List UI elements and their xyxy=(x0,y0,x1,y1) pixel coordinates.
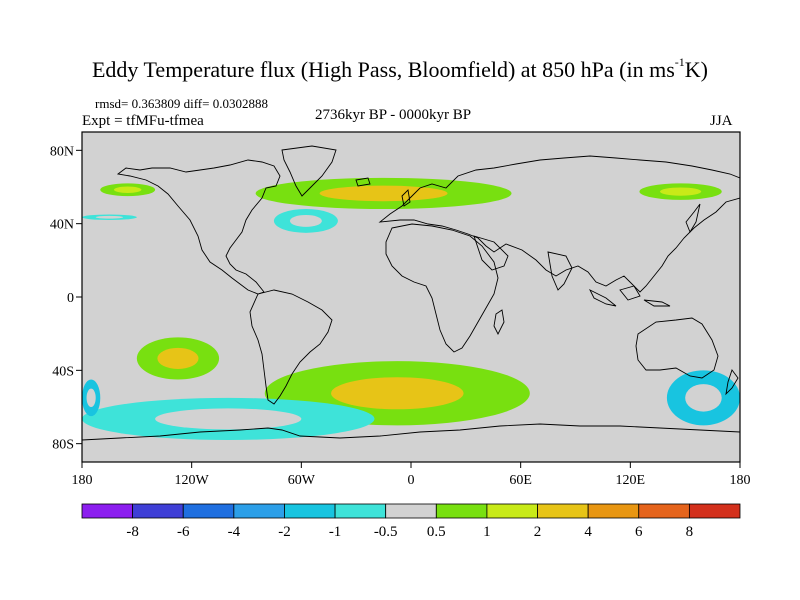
anomaly-field xyxy=(82,177,740,440)
colorbar-label: -1 xyxy=(329,524,342,540)
colorbar: -8 -6 -4 -2 -1 -0.5 0.5 1 2 4 6 8 xyxy=(81,503,741,540)
colorbar-label: 1 xyxy=(483,524,491,540)
colorbar-swatch xyxy=(638,503,690,519)
y-tick-label: 0 xyxy=(67,291,74,306)
coastline-madagascar xyxy=(493,309,505,336)
x-tick-label: 60E xyxy=(509,473,532,488)
x-tick-label: 180 xyxy=(730,473,751,488)
coastline-uk xyxy=(401,189,411,207)
y-tick-label: 40N xyxy=(50,218,74,233)
x-tick-label: 0 xyxy=(408,473,415,488)
colorbar-swatch xyxy=(688,503,741,519)
colorbar-swatch xyxy=(81,503,134,519)
colorbar-swatch xyxy=(284,503,336,519)
coastline-antarctica xyxy=(82,423,740,441)
x-tick-label: 120W xyxy=(175,473,210,488)
colorbar-label: -2 xyxy=(278,524,291,540)
colorbar-swatch xyxy=(233,503,285,519)
x-tick-label: 120E xyxy=(616,473,646,488)
colorbar-swatch xyxy=(435,503,488,519)
statistics-label: rmsd= 0.363809 diff= 0.0302888 xyxy=(95,96,268,111)
colorbar-swatch xyxy=(182,503,235,519)
coastline-japan xyxy=(685,203,701,234)
figure-title: Eddy Temperature flux (High Pass, Bloomf… xyxy=(91,54,708,82)
region-south-pacific-edge-negative-core xyxy=(86,388,96,408)
season-label: JJA xyxy=(710,113,733,129)
coastline-australia xyxy=(635,317,719,379)
coastline-africa xyxy=(385,223,499,353)
colorbar-swatch xyxy=(334,503,387,519)
colorbar-label: -4 xyxy=(228,524,241,540)
colorbar-label: -0.5 xyxy=(374,524,398,540)
colorbar-label: 0.5 xyxy=(427,524,446,540)
region-ne-pacific-positive-core xyxy=(113,186,142,193)
x-axis: 180 120W 60W 0 60E 120E 180 xyxy=(72,462,751,488)
colorbar-swatch xyxy=(486,503,538,519)
coastline-arabia xyxy=(473,235,509,271)
y-tick-label: 80N xyxy=(50,144,74,159)
y-tick-label: 80S xyxy=(52,438,74,453)
region-southern-ocean-negative-core xyxy=(155,408,302,430)
region-ne-asia-positive-core xyxy=(660,187,702,196)
coastline-greenland xyxy=(281,145,337,197)
region-australia-sw-pacific-negative-core xyxy=(685,384,722,412)
experiment-label: Expt = tfMFu-tfmea xyxy=(82,113,204,129)
y-tick-label: 40S xyxy=(52,364,74,379)
colorbar-label: -8 xyxy=(126,524,139,540)
colorbar-swatch xyxy=(132,503,184,519)
colorbar-swatch xyxy=(587,503,640,519)
coastline-new-zealand xyxy=(725,369,739,396)
colorbar-swatch xyxy=(537,503,589,519)
colorbar-label: 8 xyxy=(686,524,694,540)
coastline-north-america xyxy=(116,159,281,295)
colorbar-label: 6 xyxy=(635,524,643,540)
colorbar-label: 4 xyxy=(584,524,592,540)
x-tick-label: 60W xyxy=(288,473,316,488)
coastline-india xyxy=(547,251,573,291)
period-label: 2736kyr BP - 0000kyr BP xyxy=(315,107,472,123)
region-north-pacific-negative-core xyxy=(95,215,124,219)
region-south-atlantic-indian-ocean-positive-core xyxy=(331,377,464,410)
colorbar-swatch xyxy=(385,503,437,519)
colorbar-label: 2 xyxy=(534,524,542,540)
coastline-iceland xyxy=(355,177,371,187)
colorbar-label: -6 xyxy=(177,524,190,540)
y-axis: 80N 40N 0 40S 80S xyxy=(50,144,82,453)
region-south-pacific-positive-core xyxy=(157,347,199,369)
coastlines xyxy=(82,145,740,441)
x-tick-label: 180 xyxy=(72,473,93,488)
coastline-indonesia xyxy=(588,285,671,307)
region-nw-atlantic-negative-core xyxy=(289,214,322,227)
coastline-eurasia xyxy=(378,155,740,293)
region-north-atlantic-eurasia-positive-band-core xyxy=(319,185,448,202)
coastline-south-america xyxy=(249,289,333,405)
